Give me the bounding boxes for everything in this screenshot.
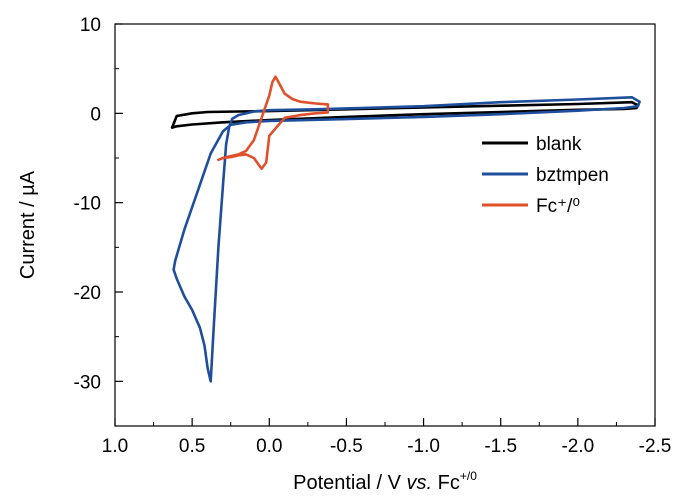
x-tick-label: -1.0 bbox=[407, 436, 440, 457]
axis-ticks: 1.0 0.5 0.0 -0.5 -1.0 -1.5 -2.0 -2.5 10 0 -10 -20 -3… bbox=[74, 15, 672, 457]
y-tick-label: 0 bbox=[90, 104, 101, 125]
y-tick-label: -10 bbox=[74, 194, 101, 215]
legend: blank bztmpen Fc⁺/⁰ bbox=[482, 134, 609, 217]
y-tick-label: -30 bbox=[74, 372, 101, 393]
x-tick-label: -2.0 bbox=[561, 436, 594, 457]
series-layer bbox=[170, 75, 641, 383]
x-tick-label: 0.0 bbox=[256, 436, 282, 457]
x-axis-title-sup: +/0 bbox=[460, 469, 477, 483]
x-tick-label: 1.0 bbox=[102, 436, 128, 457]
legend-label-blank: blank bbox=[536, 134, 582, 155]
y-axis-title: Current / µA bbox=[17, 170, 39, 279]
x-tick-label: -2.5 bbox=[639, 436, 672, 457]
x-tick-label: 0.5 bbox=[179, 436, 205, 457]
x-axis-title: Potential / V vs. Fc+/0 bbox=[293, 469, 477, 494]
plot-frame bbox=[114, 23, 656, 427]
x-axis-title-italic: vs. bbox=[407, 472, 433, 494]
series-line-1 bbox=[172, 96, 641, 383]
x-axis-title-main: Potential / V bbox=[293, 472, 406, 494]
x-tick-label: -0.5 bbox=[330, 436, 363, 457]
series-line-2 bbox=[217, 75, 330, 170]
legend-label-fc: Fc⁺/⁰ bbox=[536, 196, 580, 217]
y-tick-label: -20 bbox=[74, 283, 101, 304]
y-tick-label: 10 bbox=[80, 15, 101, 36]
x-tick-label: -1.5 bbox=[484, 436, 517, 457]
x-axis-title-tail: Fc bbox=[432, 472, 460, 494]
legend-label-bztmpen: bztmpen bbox=[536, 165, 609, 186]
